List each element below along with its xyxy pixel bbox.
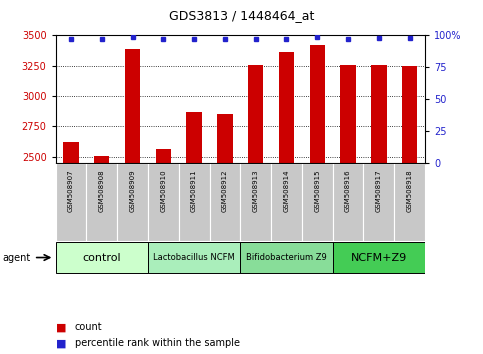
Text: control: control — [83, 252, 121, 263]
Text: GSM508912: GSM508912 — [222, 169, 228, 212]
Bar — [364, 163, 394, 241]
Text: NCFM+Z9: NCFM+Z9 — [351, 252, 407, 263]
Text: Lactobacillus NCFM: Lactobacillus NCFM — [153, 253, 235, 262]
Bar — [271, 163, 302, 241]
Text: GSM508911: GSM508911 — [191, 169, 197, 212]
Bar — [310, 45, 325, 163]
Bar — [56, 163, 86, 241]
Bar — [371, 65, 386, 163]
Text: GSM508914: GSM508914 — [284, 169, 289, 212]
Bar — [394, 163, 425, 241]
Bar — [240, 242, 333, 273]
Bar — [302, 163, 333, 241]
Bar — [148, 242, 241, 273]
Text: count: count — [75, 322, 102, 332]
Bar — [248, 65, 263, 163]
Bar — [94, 155, 110, 163]
Text: GSM508918: GSM508918 — [407, 169, 412, 212]
Text: ■: ■ — [56, 338, 66, 348]
Text: Bifidobacterium Z9: Bifidobacterium Z9 — [246, 253, 327, 262]
Bar — [148, 163, 179, 241]
Bar — [240, 163, 271, 241]
Text: GSM508917: GSM508917 — [376, 169, 382, 212]
Text: ■: ■ — [56, 322, 66, 332]
Bar — [279, 52, 294, 163]
Bar — [179, 163, 210, 241]
Bar — [402, 66, 417, 163]
Bar — [86, 163, 117, 241]
Text: GSM508909: GSM508909 — [129, 169, 136, 212]
Bar — [341, 65, 356, 163]
Text: percentile rank within the sample: percentile rank within the sample — [75, 338, 240, 348]
Bar — [63, 142, 79, 163]
Bar — [186, 112, 202, 163]
Bar — [210, 163, 240, 241]
Text: agent: agent — [2, 252, 30, 263]
Text: GSM508908: GSM508908 — [99, 169, 105, 212]
Text: GSM508907: GSM508907 — [68, 169, 74, 212]
Bar — [217, 114, 233, 163]
Bar — [333, 163, 364, 241]
Text: GDS3813 / 1448464_at: GDS3813 / 1448464_at — [169, 9, 314, 22]
Bar — [56, 242, 148, 273]
Bar — [125, 49, 140, 163]
Text: GSM508916: GSM508916 — [345, 169, 351, 212]
Text: GSM508910: GSM508910 — [160, 169, 166, 212]
Bar — [156, 149, 171, 163]
Text: GSM508913: GSM508913 — [253, 169, 259, 212]
Bar — [333, 242, 425, 273]
Bar — [117, 163, 148, 241]
Text: GSM508915: GSM508915 — [314, 169, 320, 212]
